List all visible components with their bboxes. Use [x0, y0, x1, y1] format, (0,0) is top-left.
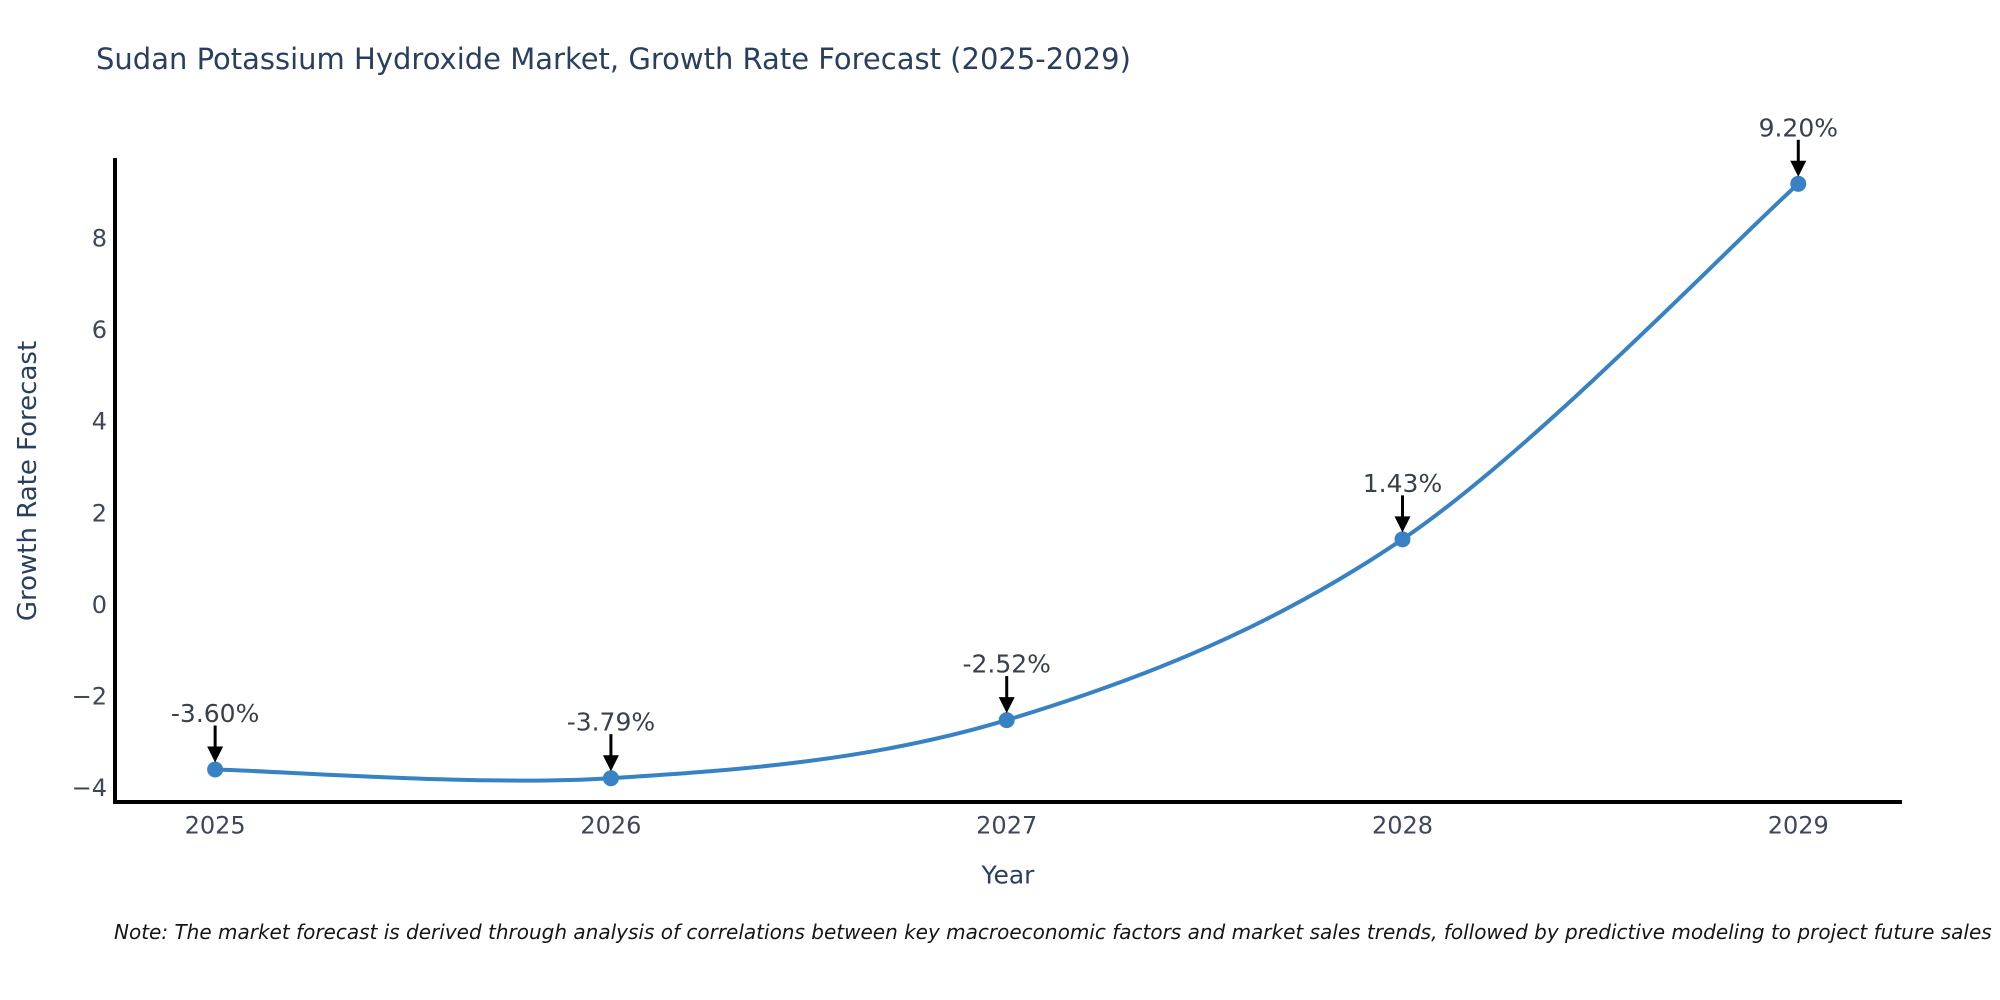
data-point-marker	[998, 712, 1015, 729]
x-axis-title: Year	[981, 860, 1035, 890]
data-point-marker	[1394, 531, 1411, 548]
data-point-marker	[207, 761, 224, 778]
y-tick-label: 8	[92, 225, 107, 253]
data-point-marker	[602, 770, 619, 787]
annotation-arrow-head	[207, 746, 224, 763]
annotation-label: 1.43%	[1363, 469, 1442, 498]
x-tick-label: 2028	[1372, 812, 1433, 840]
annotation-label: -2.52%	[962, 650, 1050, 679]
x-axis-spine	[113, 800, 1902, 804]
y-axis-spine	[113, 158, 117, 804]
y-tick-label: −2	[72, 682, 107, 710]
footnote: Note: The market forecast is derived thr…	[114, 920, 1992, 944]
annotation-arrow-head	[1790, 160, 1807, 177]
annotation-arrow-head	[602, 755, 619, 772]
annotation-label: 9.20%	[1759, 113, 1838, 142]
x-tick-label: 2027	[976, 812, 1037, 840]
annotation-label: -3.60%	[171, 699, 259, 728]
annotation-label: -3.79%	[567, 708, 655, 737]
annotation-arrow-head	[1394, 516, 1411, 533]
plot-line	[213, 181, 1801, 783]
y-tick-label: 2	[92, 499, 107, 527]
y-tick-label: 4	[92, 408, 107, 436]
data-point-marker	[1790, 175, 1807, 192]
annotation-arrow-head	[998, 697, 1015, 714]
x-tick-label: 2025	[185, 812, 246, 840]
x-tick-label: 2029	[1768, 812, 1829, 840]
y-tick-label: 6	[92, 316, 107, 344]
y-tick-label: 0	[92, 591, 107, 619]
y-tick-label: −4	[72, 774, 107, 802]
chart-title: Sudan Potassium Hydroxide Market, Growth…	[96, 42, 1131, 76]
x-tick-label: 2026	[580, 812, 641, 840]
